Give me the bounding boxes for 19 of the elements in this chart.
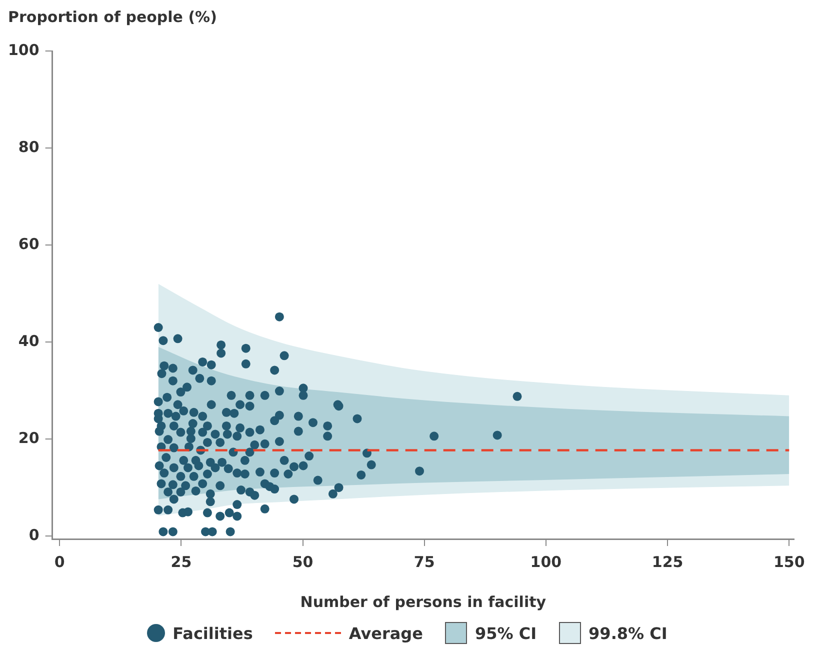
y-axis-title: Proportion of people (%) [8, 8, 217, 26]
x-tick-label: 25 [170, 552, 192, 571]
x-tick-label: 0 [54, 552, 65, 571]
legend-label: 95% CI [474, 624, 537, 642]
y-tick-label: 60 [18, 234, 40, 253]
y-tick-label: 20 [18, 428, 40, 447]
x-tick-label: 150 [773, 552, 805, 571]
legend-label: Average [348, 624, 423, 642]
legend-label: 99.8% CI [588, 624, 668, 642]
y-tick-label: 40 [18, 332, 40, 350]
legend-label: Facilities [172, 624, 253, 642]
y-tick-label: 80 [18, 138, 40, 156]
y-tick-label: 100 [8, 40, 40, 59]
x-tick-label: 100 [530, 552, 562, 571]
x-tick-label: 125 [652, 552, 684, 571]
x-axis-title: Number of persons in facility [300, 592, 546, 611]
x-tick-label: 50 [292, 552, 314, 571]
x-tick-label: 75 [414, 552, 435, 571]
y-tick-label: 0 [28, 526, 40, 544]
